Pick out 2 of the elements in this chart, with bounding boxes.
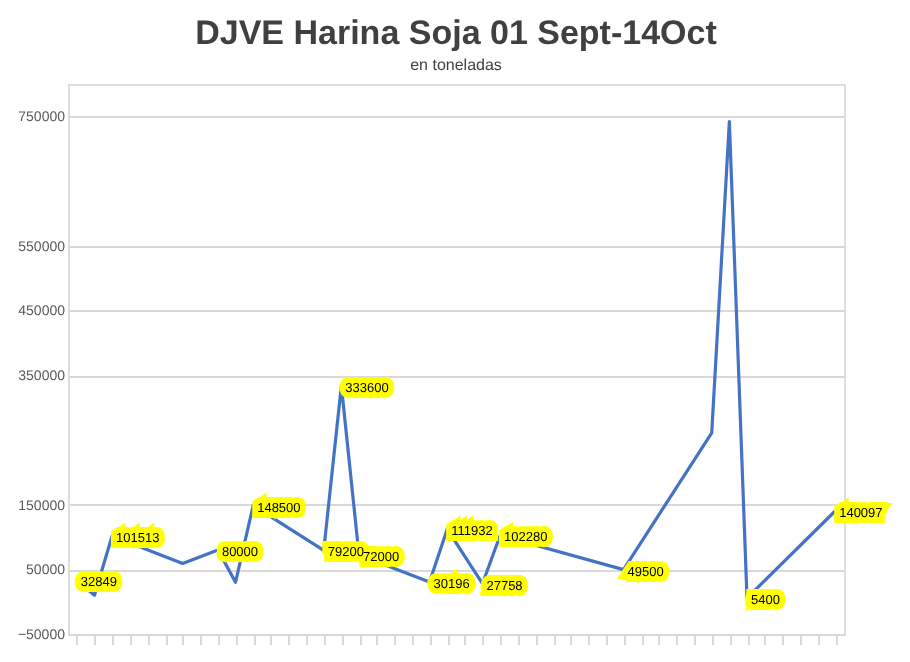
chart-title: DJVE Harina Soja 01 Sept-14Oct <box>195 14 718 52</box>
chart-subtitle: en toneladas <box>410 56 502 74</box>
